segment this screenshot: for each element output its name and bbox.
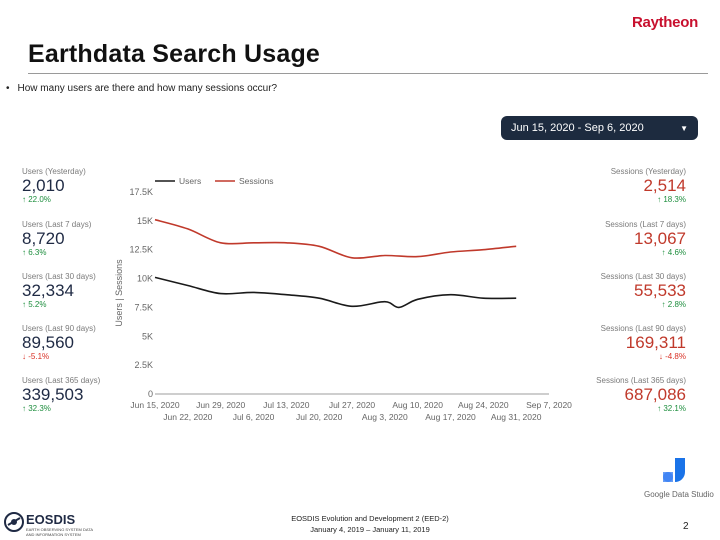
- stat-change: ↑ 32.3%: [22, 404, 51, 413]
- users-7d-stat: Users (Last 7 days) 8,720 ↑ 6.3%: [22, 220, 91, 257]
- arrow-up-icon: ↑: [661, 300, 668, 309]
- y-tick-label: 0: [148, 389, 153, 399]
- footer-line-2: January 4, 2019 – January 11, 2019: [310, 525, 430, 534]
- stat-change: ↓ -5.1%: [22, 352, 50, 361]
- arrow-down-icon: ↓: [658, 352, 666, 361]
- caret-down-icon: ▼: [680, 123, 688, 133]
- stat-change: ↑ 6.3%: [22, 248, 47, 257]
- stat-label: Users (Last 30 days): [22, 272, 96, 281]
- footer-line-1: EOSDIS Evolution and Development 2 (EED-…: [291, 514, 449, 523]
- stat-value: 169,311: [625, 333, 686, 352]
- page-number: 2: [683, 521, 689, 532]
- arrow-down-icon: ↓: [22, 352, 29, 361]
- stat-value: 2,010: [22, 176, 65, 195]
- x-tick-label: Jun 29, 2020: [196, 400, 245, 410]
- stat-change: ↑ 4.6%: [661, 248, 686, 257]
- legend-label-users: Users: [179, 176, 201, 186]
- sessions-30d-stat: Sessions (Last 30 days) 55,533 ↑ 2.8%: [560, 272, 686, 309]
- arrow-up-icon: ↑: [22, 195, 29, 204]
- bullet-question: • How many users are there and how many s…: [6, 83, 277, 94]
- stat-change: ↑ 18.3%: [657, 195, 686, 204]
- arrow-up-icon: ↑: [661, 248, 668, 257]
- x-tick-label: Aug 31, 2020: [491, 412, 542, 422]
- stat-change: ↑ 2.8%: [661, 300, 686, 309]
- arrow-up-icon: ↑: [22, 404, 29, 413]
- y-tick-label: 7.5K: [134, 302, 153, 312]
- x-tick-label: Jul 13, 2020: [263, 400, 310, 410]
- x-tick-label: Jul 27, 2020: [329, 400, 376, 410]
- y-tick-label: 2.5K: [134, 360, 153, 370]
- x-tick-label: Sep 7, 2020: [526, 400, 572, 410]
- stat-change: ↓ -4.8%: [658, 352, 686, 361]
- title-divider: [28, 73, 708, 74]
- stat-label: Sessions (Last 365 days): [596, 376, 686, 385]
- users-365d-stat: Users (Last 365 days) 339,503 ↑ 32.3%: [22, 376, 100, 413]
- date-range-selector[interactable]: Jun 15, 2020 - Sep 6, 2020 ▼: [501, 116, 698, 140]
- stat-value: 89,560: [22, 333, 74, 352]
- users-sessions-line-chart: 0 2.5K 5K 7.5K 10K 12.5K 15K 17.5K Users | Sessi…: [114, 176, 572, 422]
- sessions-90d-stat: Sessions (Last 90 days) 169,311 ↓ -4.8%: [560, 324, 686, 361]
- users-30d-stat: Users (Last 30 days) 32,334 ↑ 5.2%: [22, 272, 96, 309]
- y-tick-label: 12.5K: [129, 245, 153, 255]
- x-tick-label: Jul 6, 2020: [233, 412, 275, 422]
- stat-label: Sessions (Yesterday): [610, 167, 686, 176]
- arrow-up-icon: ↑: [657, 195, 664, 204]
- series-line-users: [154, 276, 517, 309]
- y-tick-label: 17.5K: [129, 187, 153, 197]
- eosdis-logo-icon: [4, 512, 24, 532]
- stat-value: 55,533: [634, 281, 686, 300]
- x-tick-label: Jul 20, 2020: [296, 412, 343, 422]
- footer-text: EOSDIS Evolution and Development 2 (EED-…: [250, 513, 490, 535]
- stat-label: Users (Last 365 days): [22, 376, 101, 385]
- users-90d-stat: Users (Last 90 days) 89,560 ↓ -5.1%: [22, 324, 96, 361]
- y-axis-label: Users | Sessions: [114, 259, 124, 327]
- y-tick-label: 10K: [137, 274, 153, 284]
- stat-label: Users (Last 90 days): [22, 324, 96, 333]
- arrow-up-icon: ↑: [657, 404, 664, 413]
- y-tick-label: 5K: [142, 331, 153, 341]
- eosdis-wordmark: EOSDIS: [26, 512, 76, 527]
- stat-label: Users (Last 7 days): [22, 220, 92, 229]
- series-line-sessions: [154, 218, 517, 259]
- stat-value: 8,720: [22, 229, 65, 248]
- stat-label: Sessions (Last 7 days): [605, 220, 686, 229]
- y-tick-label: 15K: [137, 216, 153, 226]
- legend-label-sessions: Sessions: [239, 176, 274, 186]
- google-data-studio-label: Google Data Studio: [644, 490, 714, 499]
- google-data-studio-icon: [663, 458, 685, 482]
- x-tick-label: Jun 15, 2020: [130, 400, 179, 410]
- raytheon-logo: Raytheon: [632, 14, 698, 31]
- x-tick-label: Jun 22, 2020: [163, 412, 212, 422]
- stat-value: 2,514: [643, 176, 686, 195]
- x-tick-label: Aug 3, 2020: [362, 412, 408, 422]
- stat-value: 339,503: [22, 385, 84, 404]
- users-yesterday-stat: Users (Yesterday) 2,010 ↑ 22.0%: [22, 167, 86, 204]
- x-tick-label: Aug 10, 2020: [392, 400, 443, 410]
- stat-label: Users (Yesterday): [22, 167, 86, 176]
- page-title: Earthdata Search Usage: [28, 40, 321, 68]
- x-tick-label: Aug 17, 2020: [425, 412, 476, 422]
- x-tick-label: Aug 24, 2020: [458, 400, 509, 410]
- stat-value: 13,067: [634, 229, 686, 248]
- eosdis-subtitle: EARTH OBSERVING SYSTEM DATA AND INFORMAT…: [26, 527, 93, 537]
- sessions-yesterday-stat: Sessions (Yesterday) 2,514 ↑ 18.3%: [560, 167, 686, 204]
- stat-change: ↑ 32.1%: [657, 404, 686, 413]
- arrow-up-icon: ↑: [22, 300, 29, 309]
- sessions-365d-stat: Sessions (Last 365 days) 687,086 ↑ 32.1%: [560, 376, 686, 413]
- bullet-text: How many users are there and how many se…: [17, 83, 278, 94]
- sessions-7d-stat: Sessions (Last 7 days) 13,067 ↑ 4.6%: [560, 220, 686, 257]
- date-range-label: Jun 15, 2020 - Sep 6, 2020: [511, 122, 644, 134]
- arrow-up-icon: ↑: [22, 248, 29, 257]
- stat-label: Sessions (Last 90 days): [600, 324, 686, 333]
- stat-value: 32,334: [22, 281, 74, 300]
- bullet-icon: •: [6, 83, 10, 94]
- stat-label: Sessions (Last 30 days): [600, 272, 686, 281]
- stat-change: ↑ 5.2%: [22, 300, 47, 309]
- stat-change: ↑ 22.0%: [22, 195, 51, 204]
- stat-value: 687,086: [624, 385, 686, 404]
